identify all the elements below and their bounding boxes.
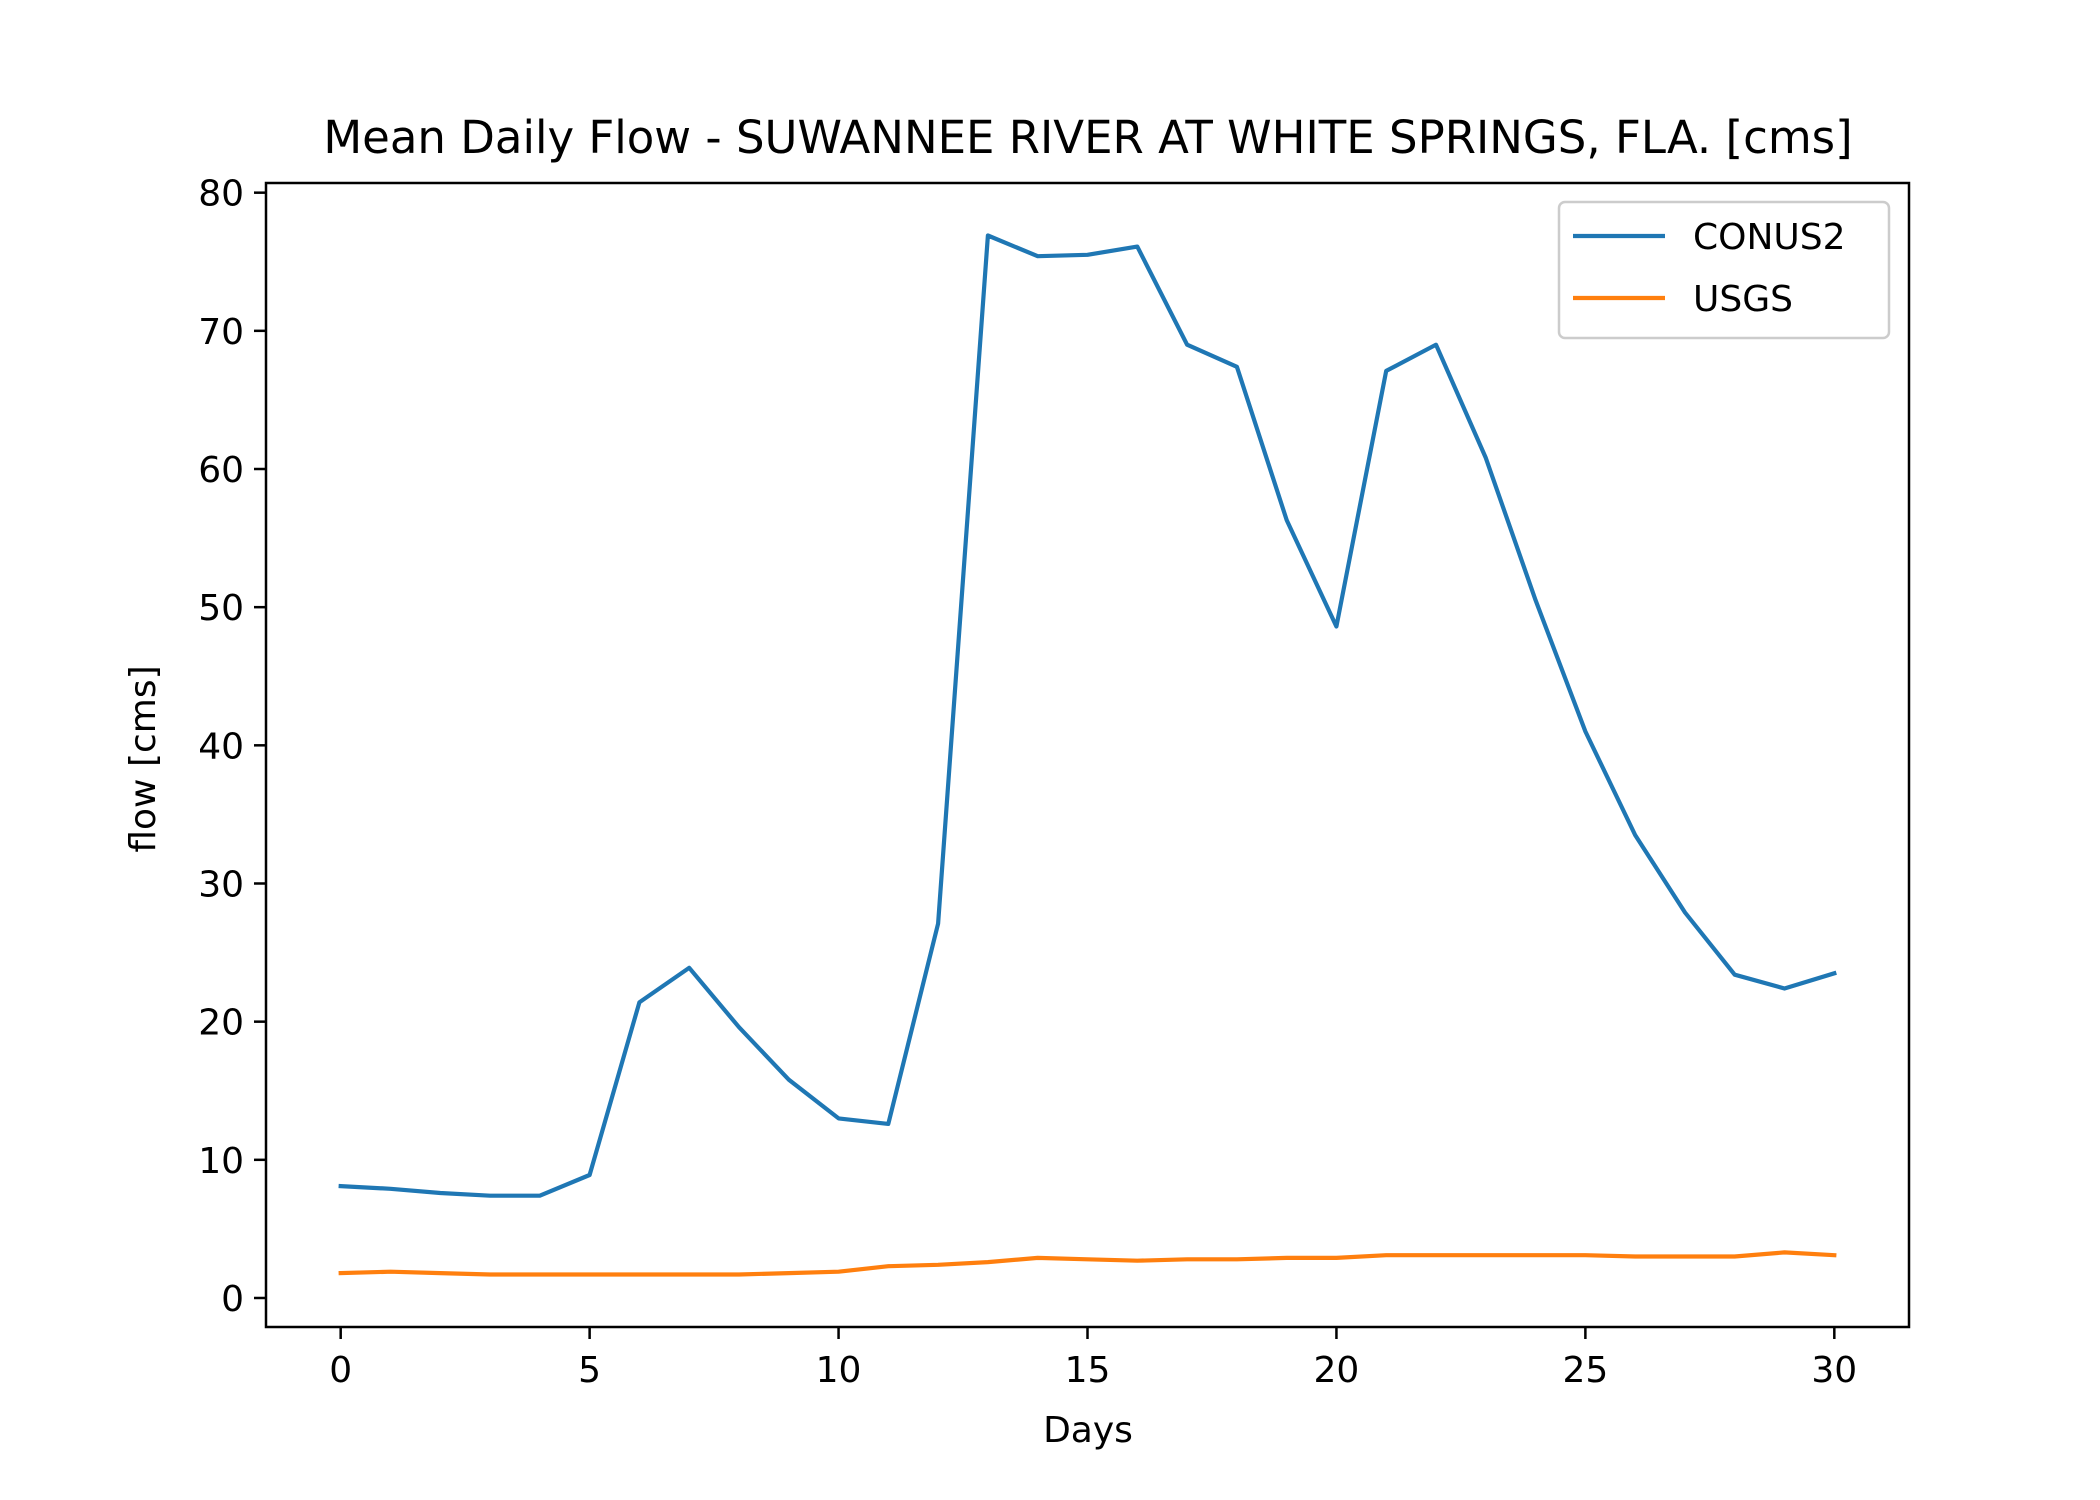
legend-label-usgs: USGS	[1693, 279, 1793, 320]
x-tick-label: 20	[1314, 1350, 1360, 1391]
x-tick-label: 10	[816, 1350, 862, 1391]
y-tick-label: 10	[198, 1141, 244, 1182]
x-tick-label: 15	[1065, 1350, 1111, 1391]
x-tick-label: 0	[329, 1350, 352, 1391]
x-tick-label: 25	[1562, 1350, 1608, 1391]
y-tick-label: 50	[198, 588, 244, 629]
y-tick-label: 0	[221, 1279, 244, 1320]
x-axis-label: Days	[1043, 1410, 1133, 1451]
y-axis-label: flow [cms]	[123, 665, 164, 852]
plot-area	[338, 233, 1837, 1277]
y-tick-label: 70	[198, 312, 244, 353]
y-tick-label: 60	[198, 450, 244, 491]
chart-title: Mean Daily Flow - SUWANNEE RIVER AT WHIT…	[323, 111, 1852, 164]
legend-label-conus2: CONUS2	[1693, 217, 1846, 258]
x-tick-label: 30	[1811, 1350, 1857, 1391]
y-tick-label: 80	[198, 174, 244, 215]
y-tick-label: 30	[198, 864, 244, 905]
y-tick-label: 20	[198, 1003, 244, 1044]
axes: 0 5 10 15 20 25 30 0 10 20 30 40 50 60 70 80	[198, 174, 1911, 1391]
legend: CONUS2 USGS	[1557, 200, 1891, 340]
series-line-usgs	[338, 1250, 1837, 1277]
x-tick-label: 5	[578, 1350, 601, 1391]
series-line-conus2	[338, 233, 1837, 1198]
y-tick-label: 40	[198, 726, 244, 767]
